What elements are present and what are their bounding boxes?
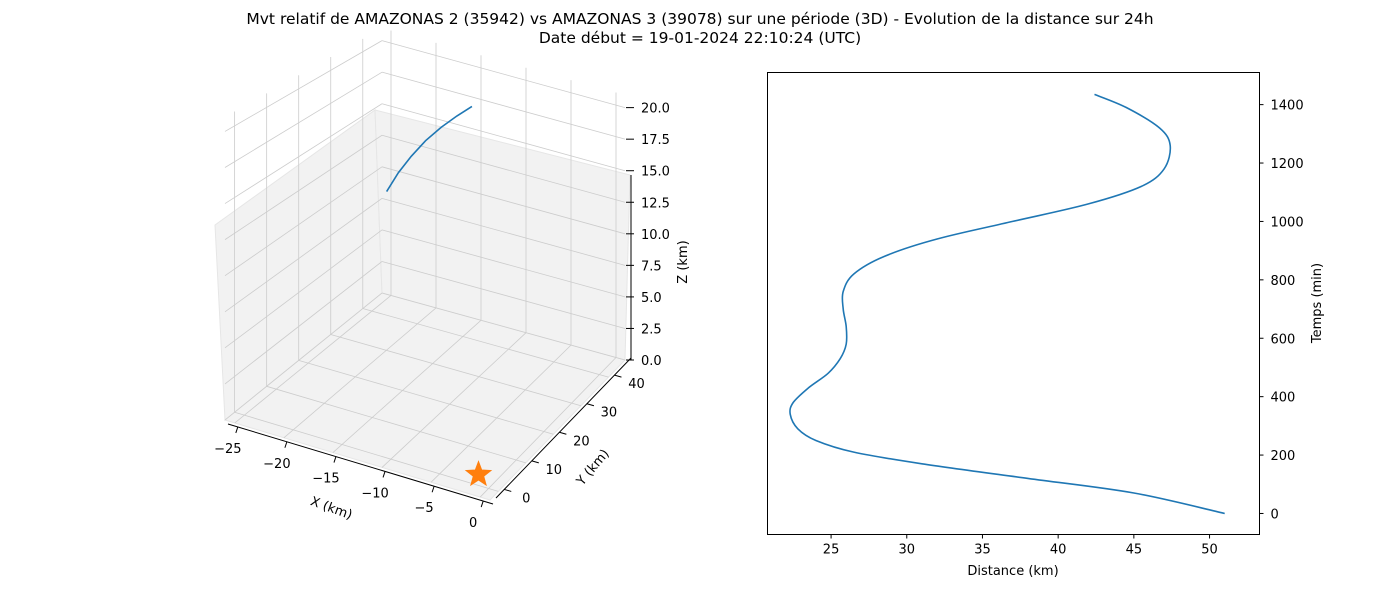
x-tick-label-3d: −10 — [361, 486, 388, 501]
z-tick-label-3d: 10.0 — [641, 228, 670, 243]
grid-line-z-back — [381, 197, 626, 266]
grid-line-z-back — [381, 40, 626, 109]
x-tick-label-3d: 0 — [469, 516, 477, 531]
z-tick-label-3d: 0.0 — [641, 354, 662, 369]
y-tick-label-2d: 1200 — [1271, 157, 1304, 172]
grid-line-y-floor — [298, 360, 554, 435]
x-tick-label-2d: 25 — [823, 543, 840, 558]
plot-area-2d — [767, 72, 1260, 535]
y-tick-label-2d: 200 — [1271, 449, 1296, 464]
y-tick-3d — [586, 403, 595, 407]
grid-line-z-left — [224, 134, 383, 240]
grid-line-x-floor — [479, 357, 617, 498]
y-tick-label-3d: 0 — [522, 491, 530, 506]
x-tick-label-3d: −20 — [263, 457, 290, 472]
y-axis-label-2d: Temps (min) — [1310, 263, 1325, 344]
grid-line-z-back — [381, 103, 626, 172]
z-tick-label-3d: 12.5 — [641, 196, 670, 211]
y-tick-label-3d: 10 — [546, 463, 563, 478]
series-3d-line — [385, 105, 473, 192]
grid-line-y-floor — [362, 308, 609, 378]
grid-line-z-back — [381, 166, 626, 235]
z-tick-label-3d: 15.0 — [641, 165, 670, 180]
grid-line-y-floor — [266, 385, 526, 464]
x-tick-3d — [431, 486, 435, 493]
grid-line-z-left — [224, 292, 383, 421]
y-tick-label-3d: 30 — [601, 406, 618, 421]
chart-2d: 25 30 35 40 45 50 0 200 400 600 800 1000 1200 1400 Di… — [767, 72, 1325, 579]
series-3d — [385, 105, 493, 487]
y-tick-label-2d: 1000 — [1271, 215, 1304, 230]
series-2d — [789, 93, 1225, 515]
y-tick-label-2d: 600 — [1271, 332, 1296, 347]
grid-line-z-left — [224, 261, 383, 385]
x-tick-label-2d: 40 — [1050, 543, 1067, 558]
grid-line-z-back — [381, 261, 626, 329]
x-tick-label-2d: 35 — [974, 543, 991, 558]
y-tick-label-2d: 800 — [1271, 274, 1296, 289]
grid-line-x-floor — [381, 332, 527, 468]
grid-line-x-floor — [430, 344, 572, 483]
z-axis-label-3d: Z (km) — [676, 240, 691, 283]
x-axis-label-2d: Distance (km) — [967, 564, 1058, 579]
axes-3d — [227, 175, 632, 505]
x-axis-line-3d — [227, 423, 494, 505]
y-axis-line-3d — [495, 357, 632, 499]
origin-star-marker — [464, 460, 493, 487]
grid-line-x-floor — [234, 295, 392, 424]
grid-line-y-floor — [234, 411, 499, 492]
grid-line-z-back — [381, 134, 626, 203]
x-axis-label-3d: X (km) — [308, 494, 354, 523]
grid-line-z-left — [224, 40, 383, 132]
x-tick-3d — [284, 441, 288, 448]
x-tick-label-3d: −15 — [312, 472, 339, 487]
grid-line-z-left — [224, 166, 383, 277]
z-tick-label-3d: 17.5 — [641, 133, 670, 148]
grid-line-z-left — [224, 71, 383, 168]
grid-line-z-left — [224, 198, 383, 313]
z-tick-label-3d: 2.5 — [641, 322, 662, 337]
ticks-2d: 25 30 35 40 45 50 0 200 400 600 800 1000 1200 1400 — [823, 99, 1304, 558]
y-tick-label-3d: 20 — [573, 434, 590, 449]
series-2d-line — [789, 93, 1225, 515]
grid-line-z-left — [224, 103, 383, 204]
grid-line-x-floor — [332, 319, 482, 453]
y-tick-label-2d: 1400 — [1271, 99, 1304, 114]
y-tick-3d — [504, 488, 512, 492]
x-tick-3d — [333, 456, 337, 463]
chart-title-line-1: Mvt relatif de AMAZONAS 2 (35942) vs AMA… — [246, 10, 1154, 28]
y-axis-label-3d: Y (km) — [573, 447, 612, 490]
x-tick-label-2d: 50 — [1201, 543, 1218, 558]
y-tick-label-3d: 40 — [628, 377, 645, 392]
grid-line-x-floor — [283, 307, 437, 439]
x-tick-label-3d: −25 — [214, 442, 241, 457]
grid-line-z-back — [381, 229, 626, 298]
z-tick-label-3d: 20.0 — [641, 102, 670, 117]
x-tick-label-3d: −5 — [415, 501, 434, 516]
z-tick-label-3d: 7.5 — [641, 259, 662, 274]
x-tick-3d — [480, 500, 484, 508]
x-tick-3d — [235, 426, 239, 434]
z-tick-label-3d: 5.0 — [641, 291, 662, 306]
grid-line-z-back — [381, 292, 626, 361]
x-tick-3d — [382, 471, 386, 478]
grid-line-z-back — [381, 71, 626, 140]
grid-3d — [224, 30, 626, 498]
y-tick-label-2d: 400 — [1271, 391, 1296, 406]
grid-line-z-left — [224, 229, 383, 349]
ticks-3d: −25 −20 −15 −10 −5 0 0 10 20 30 40 0.0 2.5 5.0 7.5 10.0… — [214, 102, 670, 531]
y-tick-label-2d: 0 — [1271, 507, 1279, 522]
x-tick-label-2d: 30 — [899, 543, 916, 558]
y-tick-3d — [614, 374, 622, 378]
y-tick-3d — [531, 460, 539, 464]
x-tick-label-2d: 45 — [1126, 543, 1143, 558]
grid-line-y-floor — [330, 334, 582, 407]
y-tick-3d — [559, 431, 567, 435]
chart-title-line-2: Date début = 19-01-2024 22:10:24 (UTC) — [538, 29, 862, 47]
chart-3d: −25 −20 −15 −10 −5 0 0 10 20 30 40 0.0 2.5 5.0 7.5 10.0… — [214, 30, 691, 531]
